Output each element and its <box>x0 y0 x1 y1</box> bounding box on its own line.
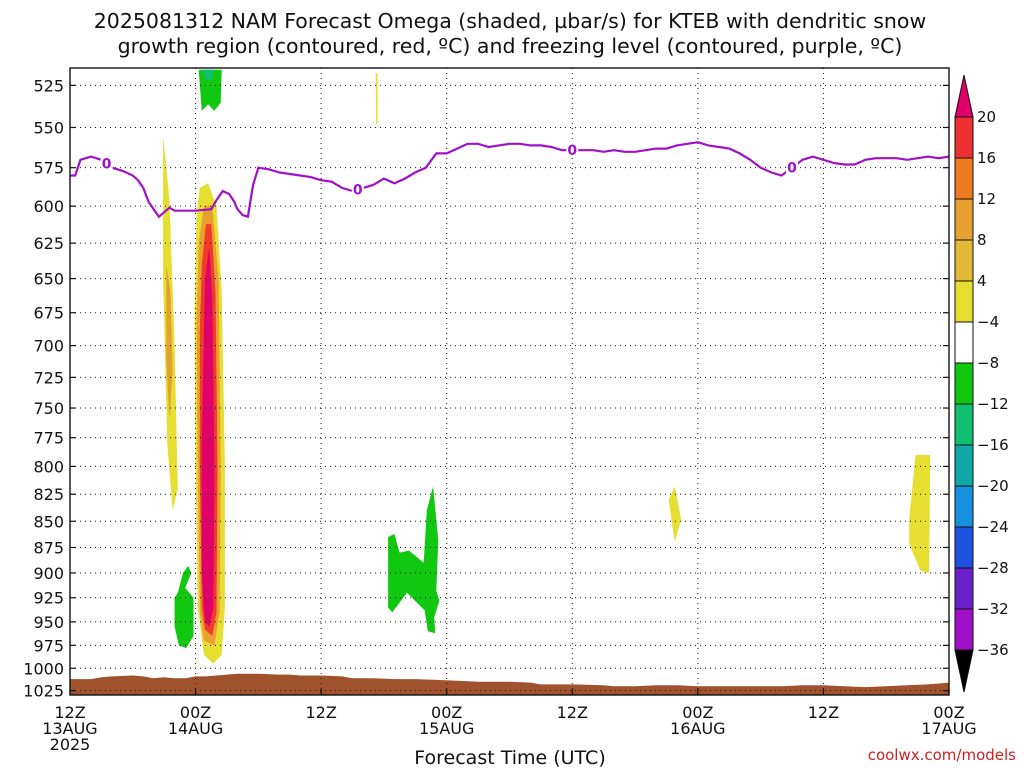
colorbar-bin-5 <box>954 321 974 364</box>
x-tick-label-36-1: 15AUG <box>419 719 474 738</box>
freezing-level-label-bg-0 <box>100 155 113 171</box>
colorbar-bin-7 <box>954 403 974 446</box>
x-tick-label-0-2: 2025 <box>50 735 91 754</box>
x-tick-label-72-0: 12Z <box>808 703 839 722</box>
y-tick-label-750: 750 <box>33 399 64 418</box>
freezing-level-label-1: 0 <box>353 182 363 198</box>
colorbar-label-0: 20 <box>977 108 996 126</box>
colorbar-label-3: 8 <box>977 231 987 249</box>
omega-region-5 <box>201 247 215 627</box>
omega-region-1 <box>166 264 173 420</box>
y-tick-label-700: 700 <box>33 337 64 356</box>
y-tick-label-800: 800 <box>33 457 64 476</box>
colorbar-bottom-triangle <box>954 649 974 693</box>
colorbar-bin-0 <box>954 116 974 159</box>
y-tick-label-575: 575 <box>33 159 64 178</box>
x-tick-label-12-1: 14AUG <box>168 719 223 738</box>
colorbar: 20 16 12 8 4 −4 −8 −12 −16 −20 −24 −28 −32 −36 <box>954 74 1009 693</box>
x-tick-label-24-0: 12Z <box>305 703 336 722</box>
x-tick-label-0-0: 12Z <box>54 703 85 722</box>
colorbar-bin-6 <box>954 362 974 405</box>
chart-title-line2: growth region (contoured, red, ºC) and f… <box>118 34 903 58</box>
y-tick-label-725: 725 <box>33 368 64 387</box>
y-tick-label-875: 875 <box>33 538 64 557</box>
y-tick-label-850: 850 <box>33 512 64 531</box>
colorbar-label-1: 16 <box>977 149 996 167</box>
colorbar-label-5: −4 <box>977 313 999 331</box>
colorbar-label-6: −8 <box>977 354 999 372</box>
colorbar-bin-4 <box>954 280 974 323</box>
colorbar-top-triangle <box>954 74 974 118</box>
colorbar-bin-1 <box>954 157 974 200</box>
y-tick-label-675: 675 <box>33 304 64 323</box>
terrain-layer <box>70 673 949 695</box>
credit-text: coolwx.com/models <box>868 746 1016 764</box>
omega-region-7 <box>198 69 222 111</box>
y-tick-label-625: 625 <box>33 234 64 253</box>
omega-region-12 <box>909 455 931 573</box>
colorbar-label-2: 12 <box>977 190 996 208</box>
terrain-fill <box>70 673 949 695</box>
x-tick-label-84-1: 17AUG <box>921 719 976 738</box>
x-tick-label-12-0: 00Z <box>180 703 211 722</box>
freezing-level-label-3: 0 <box>787 161 797 177</box>
colorbar-bin-9 <box>954 485 974 528</box>
colorbar-label-9: −20 <box>977 477 1009 495</box>
colorbar-bin-11 <box>954 567 974 610</box>
y-tick-label-950: 950 <box>33 613 64 632</box>
colorbar-bin-8 <box>954 444 974 487</box>
colorbar-bin-3 <box>954 239 974 282</box>
colorbar-label-7: −12 <box>977 395 1009 413</box>
y-tick-label-1025: 1025 <box>23 682 64 701</box>
colorbar-bin-10 <box>954 526 974 569</box>
x-tick-label-60-0: 00Z <box>682 703 713 722</box>
y-tick-label-650: 650 <box>33 270 64 289</box>
x-tick-label-0-1: 13AUG <box>42 719 97 738</box>
freezing-level-layer: 0 0 0 0 <box>70 141 949 219</box>
colorbar-label-13: −36 <box>977 641 1009 659</box>
colorbar-label-4: 4 <box>977 272 987 290</box>
x-tick-label-60-1: 16AUG <box>670 719 725 738</box>
y-tick-label-975: 975 <box>33 636 64 655</box>
x-tick-label-84-0: 00Z <box>933 703 964 722</box>
colorbar-label-11: −28 <box>977 559 1009 577</box>
colorbar-label-10: −24 <box>977 518 1009 536</box>
omega-region-6 <box>174 565 194 649</box>
plot-frame <box>69 67 950 696</box>
y-tick-label-925: 925 <box>33 589 64 608</box>
freezing-level-label-bg-1 <box>351 181 364 197</box>
omega-region-8 <box>201 69 215 81</box>
omega-region-11 <box>668 486 682 543</box>
freezing-level-label-bg-3 <box>786 159 799 175</box>
colorbar-label-12: −32 <box>977 600 1009 618</box>
colorbar-label-8: −16 <box>977 436 1009 454</box>
colorbar-bin-12 <box>954 608 974 651</box>
omega-shaded-regions <box>163 69 931 664</box>
chart-title-line1: 2025081312 NAM Forecast Omega (shaded, µ… <box>94 9 927 33</box>
y-tick-label-900: 900 <box>33 564 64 583</box>
y-tick-label-600: 600 <box>33 197 64 216</box>
x-axis-label: Forecast Time (UTC) <box>414 747 605 768</box>
y-tick-label-775: 775 <box>33 429 64 448</box>
y-tick-label-825: 825 <box>33 485 64 504</box>
colorbar-bin-2 <box>954 198 974 241</box>
freezing-level-label-bg-2 <box>566 142 579 158</box>
x-tick-label-36-0: 00Z <box>431 703 462 722</box>
y-tick-label-550: 550 <box>33 118 64 137</box>
y-axis: 525 550 575 600 625 650 675 700 725 750 775 800 825 8… <box>23 76 949 701</box>
y-tick-label-525: 525 <box>33 76 64 95</box>
omega-region-10 <box>375 73 378 125</box>
y-tick-label-1000: 1000 <box>23 659 64 678</box>
freezing-level-label-2: 0 <box>567 143 577 159</box>
freezing-level-label-0: 0 <box>102 157 112 173</box>
x-tick-label-48-0: 12Z <box>557 703 588 722</box>
omega-region-9 <box>388 486 440 634</box>
